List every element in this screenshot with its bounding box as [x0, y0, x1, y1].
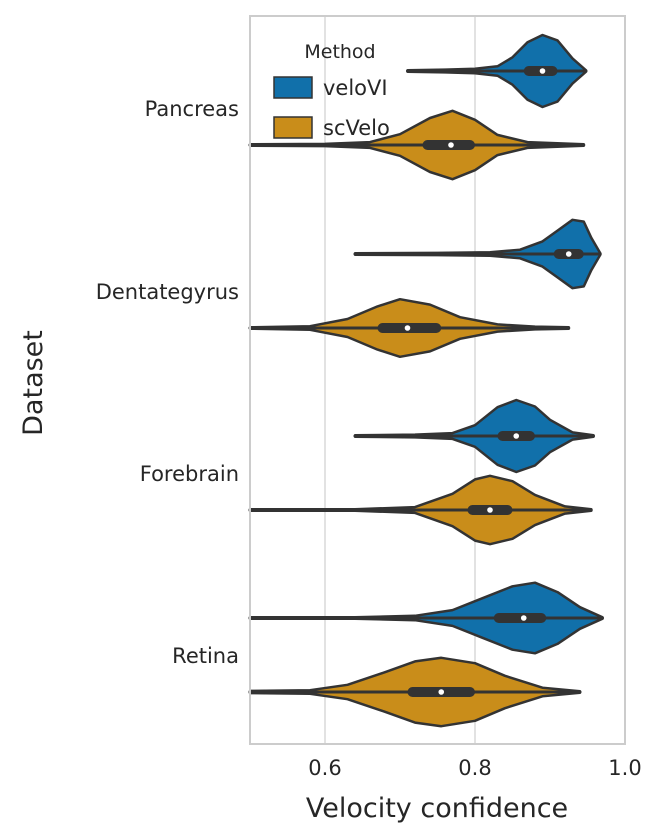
legend-swatch-scvelo	[273, 116, 313, 139]
y-axis-label: Dataset	[18, 330, 49, 436]
violin-median-point	[487, 507, 493, 513]
violin-velovi-retina	[248, 581, 604, 655]
x-tick-label: 0.6	[308, 756, 341, 780]
y-tick-label: Retina	[172, 644, 239, 668]
legend: Method veloVI scVelo	[273, 41, 390, 140]
violin-median-point	[438, 689, 445, 695]
y-tick-label: Dentategyrus	[96, 280, 239, 304]
violin-median-point	[448, 142, 454, 148]
violin-scvelo-forebrain	[248, 474, 593, 546]
violins	[248, 33, 604, 728]
legend-label-scvelo: scVelo	[323, 116, 390, 140]
y-tick-label: Forebrain	[140, 462, 239, 486]
violin-scvelo-dentategyrus	[248, 297, 571, 359]
x-tick-label: 0.8	[458, 756, 491, 780]
x-axis-ticks: 0.6 0.8 1.0	[308, 756, 641, 780]
violin-scvelo-pancreas	[248, 109, 586, 181]
violin-iqr-box	[493, 613, 547, 623]
plot-frame	[249, 15, 626, 745]
violin-median-point	[520, 615, 527, 621]
legend-swatch-velovi	[273, 76, 313, 99]
legend-title: Method	[304, 41, 375, 63]
violin-median-point	[513, 433, 520, 439]
violin-velovi-forebrain	[353, 398, 595, 474]
violin-median-point	[539, 68, 546, 74]
x-axis-label: Velocity confidence	[306, 793, 568, 824]
violin-median-point	[565, 251, 572, 257]
x-tick-label: 1.0	[608, 756, 641, 780]
y-tick-label: Pancreas	[145, 97, 239, 121]
legend-label-velovi: veloVI	[323, 76, 388, 100]
y-axis-ticks: Pancreas Dentategyrus Forebrain Retina	[96, 97, 239, 668]
violin-median-point	[404, 325, 411, 331]
violin-velovi-dentategyrus	[353, 218, 602, 290]
violin-scvelo-retina	[248, 656, 582, 728]
violin-velovi-pancreas	[406, 33, 588, 109]
